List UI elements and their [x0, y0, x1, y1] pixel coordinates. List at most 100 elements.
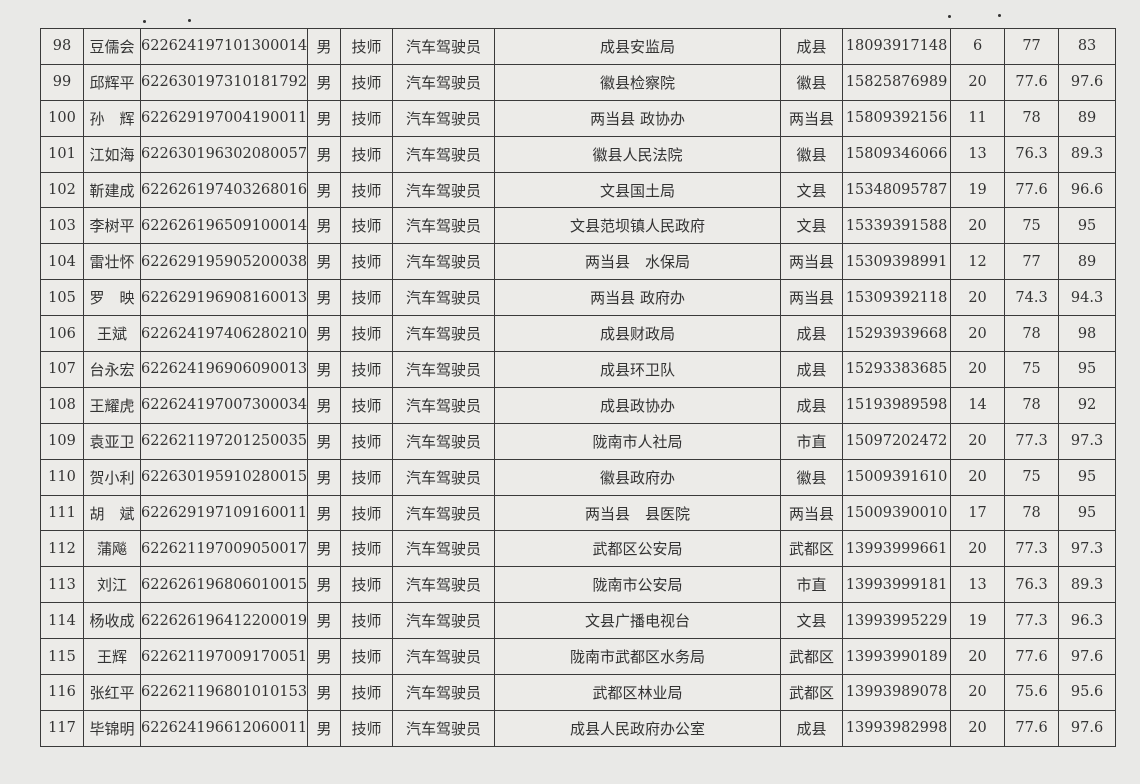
skill-level-cell: 技师	[340, 638, 394, 676]
id-number-cell: 622621197009170051	[139, 638, 309, 676]
id-number-cell: 622626196806010015	[139, 566, 309, 604]
table-row: 111 胡 斌 622629197109160011 男技师 汽车驾驶员 两当县 县医院两…	[40, 494, 1117, 532]
phone-number-cell: 15293383685	[842, 351, 952, 388]
score-2-cell: 76.3	[1004, 566, 1060, 604]
table-row: 108 王耀虎 622624197007300034 男技师 汽车驾驶员 成县政协办 成县 1…	[40, 386, 1117, 424]
phone-number-cell: 13993999661	[842, 530, 952, 568]
score-1-cell: 20	[950, 530, 1006, 568]
scan-speck	[948, 15, 951, 18]
id-number-cell: 622626197403268016	[139, 171, 309, 209]
total-score-cell: 97.3	[1058, 422, 1117, 460]
work-unit-cell: 武都区公安局	[494, 530, 782, 568]
county-cell: 武都区	[780, 530, 844, 568]
id-number-cell: 622624197101300014	[139, 28, 309, 65]
skill-level-cell: 技师	[340, 422, 394, 460]
work-unit-cell: 徽县人民法院	[494, 135, 782, 173]
total-score-cell: 89	[1058, 243, 1117, 281]
phone-number-cell: 15097202472	[842, 422, 952, 460]
person-name-cell: 雷壮怀	[83, 243, 141, 281]
scan-speck	[998, 14, 1001, 17]
total-score-cell: 89.3	[1058, 566, 1117, 604]
skill-level-cell: 技师	[340, 602, 394, 640]
table-row: 112 蒲飚 622621197009050017 男技师 汽车驾驶员 武都区公安局 武都区…	[40, 530, 1117, 568]
row-number-cell: 100	[40, 99, 84, 137]
scan-speck	[143, 20, 146, 23]
score-1-cell: 20	[950, 63, 1006, 101]
score-1-cell: 20	[950, 709, 1006, 747]
score-2-cell: 77.3	[1004, 602, 1060, 640]
skill-level-cell: 技师	[340, 315, 394, 353]
table-row: 105 罗 映 622629196908160013 男技师 汽车驾驶员 两当县 政府办两…	[40, 279, 1117, 317]
county-cell: 成县	[780, 28, 844, 65]
score-2-cell: 75	[1004, 207, 1060, 245]
score-1-cell: 20	[950, 351, 1006, 388]
skill-level-cell: 技师	[340, 99, 394, 137]
occupation-cell: 汽车驾驶员	[392, 279, 496, 317]
occupation-cell: 汽车驾驶员	[392, 315, 496, 353]
total-score-cell: 95	[1058, 458, 1117, 496]
county-cell: 市直	[780, 566, 844, 604]
score-1-cell: 19	[950, 602, 1006, 640]
skill-level-cell: 技师	[340, 28, 394, 65]
phone-number-cell: 15293939668	[842, 315, 952, 353]
skill-level-cell: 技师	[340, 494, 394, 532]
gender-cell: 男	[307, 315, 342, 353]
gender-cell: 男	[307, 99, 342, 137]
score-1-cell: 17	[950, 494, 1006, 532]
skill-level-cell: 技师	[340, 207, 394, 245]
county-cell: 成县	[780, 315, 844, 353]
score-1-cell: 14	[950, 386, 1006, 424]
table-row: 114 杨收成 622626196412200019 男技师 汽车驾驶员 文县广播电视台文…	[40, 602, 1117, 640]
table-row: 104 雷壮怀 622629195905200038 男技师 汽车驾驶员 两当县 水保局两…	[40, 243, 1117, 281]
phone-number-cell: 15809346066	[842, 135, 952, 173]
row-number-cell: 102	[40, 171, 84, 209]
score-2-cell: 74.3	[1004, 279, 1060, 317]
row-number-cell: 113	[40, 566, 84, 604]
skill-level-cell: 技师	[340, 279, 394, 317]
county-cell: 两当县	[780, 99, 844, 137]
score-2-cell: 77.3	[1004, 422, 1060, 460]
skill-level-cell: 技师	[340, 566, 394, 604]
table-row: 99 邱辉平 622630197310181792 男技师 汽车驾驶员 徽县检察院 徽县 15…	[40, 63, 1117, 101]
table-row: 107 台永宏 622624196906090013 男技师 汽车驾驶员 成县环卫队 成县 1…	[40, 351, 1117, 388]
skill-level-cell: 技师	[340, 243, 394, 281]
gender-cell: 男	[307, 709, 342, 747]
total-score-cell: 97.3	[1058, 530, 1117, 568]
occupation-cell: 汽车驾驶员	[392, 99, 496, 137]
gender-cell: 男	[307, 207, 342, 245]
occupation-cell: 汽车驾驶员	[392, 28, 496, 65]
score-2-cell: 77.6	[1004, 709, 1060, 747]
person-name-cell: 张红平	[83, 674, 141, 711]
score-2-cell: 77.6	[1004, 171, 1060, 209]
phone-number-cell: 15348095787	[842, 171, 952, 209]
row-number-cell: 98	[40, 28, 84, 65]
gender-cell: 男	[307, 279, 342, 317]
score-1-cell: 20	[950, 458, 1006, 496]
occupation-cell: 汽车驾驶员	[392, 494, 496, 532]
occupation-cell: 汽车驾驶员	[392, 709, 496, 747]
score-2-cell: 75	[1004, 351, 1060, 388]
phone-number-cell: 15339391588	[842, 207, 952, 245]
table-row: 117 毕锦明 622624196612060011 男技师 汽车驾驶员 成县人民政府办公…	[40, 709, 1117, 747]
gender-cell: 男	[307, 63, 342, 101]
county-cell: 文县	[780, 171, 844, 209]
score-1-cell: 20	[950, 315, 1006, 353]
person-name-cell: 王辉	[83, 638, 141, 676]
total-score-cell: 96.6	[1058, 171, 1117, 209]
id-number-cell: 622621196801010153	[139, 674, 309, 711]
phone-number-cell: 13993995229	[842, 602, 952, 640]
occupation-cell: 汽车驾驶员	[392, 171, 496, 209]
score-1-cell: 12	[950, 243, 1006, 281]
id-number-cell: 622624196612060011	[139, 709, 309, 747]
person-name-cell: 胡 斌	[83, 494, 141, 532]
skill-level-cell: 技师	[340, 530, 394, 568]
total-score-cell: 97.6	[1058, 638, 1117, 676]
total-score-cell: 92	[1058, 386, 1117, 424]
county-cell: 文县	[780, 602, 844, 640]
table-row: 110 贺小利 622630195910280015 男技师 汽车驾驶员 徽县政府办 徽县 1…	[40, 458, 1117, 496]
county-cell: 两当县	[780, 243, 844, 281]
skill-level-cell: 技师	[340, 63, 394, 101]
phone-number-cell: 18093917148	[842, 28, 952, 65]
skill-level-cell: 技师	[340, 458, 394, 496]
total-score-cell: 95	[1058, 207, 1117, 245]
